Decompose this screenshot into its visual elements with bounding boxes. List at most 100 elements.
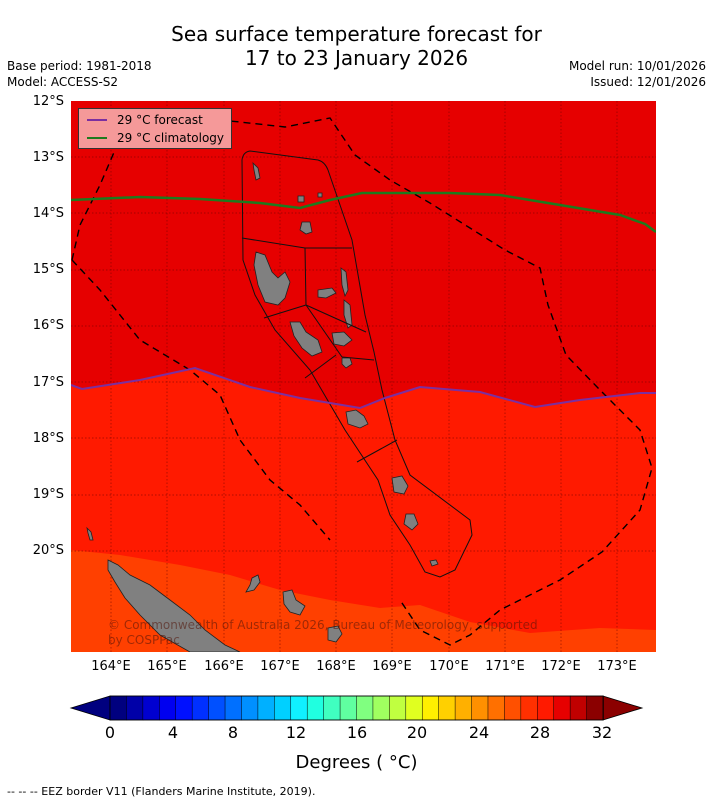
island-malakula: [289, 321, 323, 357]
lat-label: 18°S: [32, 431, 64, 446]
colorbar-cell: [537, 695, 555, 721]
lon-label: 172°E: [541, 659, 581, 674]
isotherm-29-forecast: [71, 366, 656, 410]
lon-label: 173°E: [597, 659, 637, 674]
isotherm-29-climatology: [71, 191, 656, 234]
model-name: Model: ACCESS-S2: [7, 75, 119, 89]
lat-label: 19°S: [32, 487, 64, 502]
colorbar-cell: [356, 695, 374, 721]
colorbar-tick: 0: [104, 723, 116, 742]
colorbar-cell: [126, 695, 144, 721]
colorbar-cell: [520, 695, 539, 721]
sst-band-29-30: [71, 101, 656, 408]
island-ambrym: [331, 331, 353, 347]
colorbar-cell: [339, 695, 358, 721]
island-loyalty-2: [282, 589, 306, 616]
island-vanua-lava: [297, 195, 305, 203]
colorbar-under-arrow: [69, 695, 111, 721]
colorbar-cell: [191, 695, 210, 721]
copyright-notice: © Commonwealth of Australia 2026, Bureau…: [108, 618, 548, 648]
colorbar-tick: 20: [406, 723, 428, 742]
colorbar-tick: 24: [468, 723, 490, 742]
colorbar-cell: [438, 695, 456, 721]
colorbar-tick: 28: [529, 723, 551, 742]
colorbar-cell: [306, 695, 325, 721]
colorbar-title: Degrees ( °C): [295, 752, 418, 773]
colorbar-cell: [487, 695, 506, 721]
climatology-line-swatch: [87, 137, 107, 139]
colorbar-tick: 32: [591, 723, 613, 742]
island-ambae: [317, 287, 337, 299]
colorbar-cell: [159, 695, 177, 721]
island-aneityum: [429, 559, 439, 567]
colorbar-cell: [421, 695, 440, 721]
lon-label: 166°E: [204, 659, 244, 674]
eez-borders: [71, 117, 653, 646]
legend-item-forecast: 29 °C forecast: [87, 113, 203, 127]
colorbar-tick: 12: [285, 723, 307, 742]
colorbar-tick: 4: [167, 723, 179, 742]
lat-label: 13°S: [32, 150, 64, 165]
forecast-line-swatch: [87, 119, 107, 121]
colorbar-cell: [208, 695, 226, 721]
colorbar-cell: [405, 695, 423, 721]
island-espiritu-santo: [253, 251, 291, 306]
title-line-1: Sea surface temperature forecast for: [171, 22, 542, 46]
lon-label: 168°E: [316, 659, 356, 674]
colorbar-cell: [175, 695, 193, 721]
lat-label: 16°S: [32, 318, 64, 333]
island-maewo: [340, 267, 349, 298]
island-tanna: [403, 513, 419, 531]
island-pentecost: [343, 299, 353, 329]
map-legend: 29 °C forecast 29 °C climatology: [78, 108, 232, 149]
lat-label: 14°S: [32, 206, 64, 221]
lat-label: 15°S: [32, 262, 64, 277]
new-caledonia: [107, 559, 241, 652]
colorbar-cell: [372, 695, 391, 721]
colorbar-cell: [274, 695, 292, 721]
lon-label: 169°E: [372, 659, 412, 674]
colorbar-cell: [553, 695, 571, 721]
colorbar-cell: [142, 695, 161, 721]
title-line-2: 17 to 23 January 2026: [244, 46, 469, 70]
province-boundaries: [241, 150, 473, 578]
colorbar-cell: [224, 695, 243, 721]
colorbar-cell: [323, 695, 341, 721]
land: [86, 161, 439, 652]
colorbar-cell: [569, 695, 588, 721]
colorbar-over-arrow: [602, 695, 644, 721]
colorbar-tick: 8: [227, 723, 239, 742]
island-loyalty-1: [245, 574, 261, 593]
meta-right: Model run: 10/01/2026 Issued: 12/01/2026: [569, 58, 706, 90]
island-erromango: [391, 475, 409, 495]
lat-label: 17°S: [32, 375, 64, 390]
island-gaua: [299, 221, 313, 235]
lon-label: 171°E: [485, 659, 525, 674]
island-loyalty-3: [327, 625, 343, 643]
colorbar-cell: [471, 695, 489, 721]
meta-left: Base period: 1981-2018 Model: ACCESS-S2: [7, 58, 152, 90]
island-belep: [86, 526, 94, 541]
legend-item-climatology: 29 °C climatology: [87, 131, 224, 145]
island-efate: [345, 409, 369, 429]
colorbar-cell: [586, 695, 604, 721]
colorbar-cell: [257, 695, 276, 721]
legend-forecast-label: 29 °C forecast: [117, 113, 203, 127]
colorbar: [69, 695, 644, 721]
chart-title: Sea surface temperature forecast for 17 …: [0, 22, 713, 70]
island-merelava: [317, 192, 323, 198]
colorbar-cell: [290, 695, 308, 721]
lat-label: 12°S: [32, 94, 64, 109]
colorbar-cell: [389, 695, 407, 721]
lon-label: 165°E: [147, 659, 187, 674]
lat-label: 20°S: [32, 543, 64, 558]
lon-label: 170°E: [429, 659, 469, 674]
model-run: Model run: 10/01/2026: [568, 59, 706, 73]
colorbar-cell: [109, 695, 128, 721]
lon-label: 167°E: [260, 659, 300, 674]
colorbar-cell: [241, 695, 259, 721]
lon-label: 164°E: [91, 659, 131, 674]
colorbar-tick: 16: [346, 723, 368, 742]
copyright-line-1: © Commonwealth of Australia 2026, Bureau…: [108, 618, 538, 632]
